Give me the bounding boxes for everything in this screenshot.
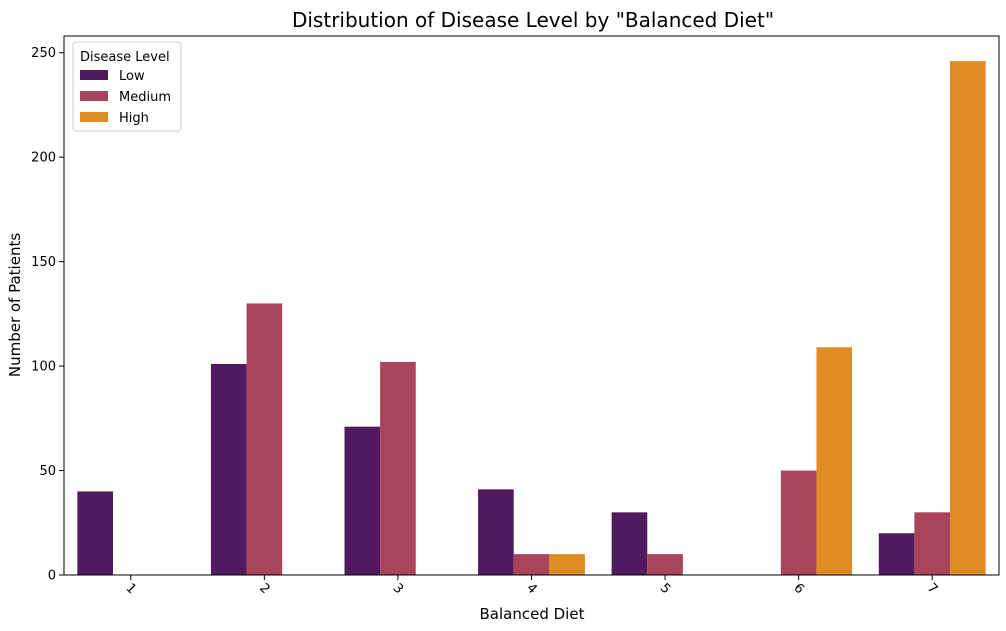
x-tick-label: 6 <box>790 581 806 597</box>
y-tick-label: 150 <box>31 255 56 270</box>
legend-title: Disease Level <box>80 50 170 65</box>
y-axis: 0 50 100 150 200 250 <box>31 46 64 584</box>
bar-low-5 <box>611 512 648 575</box>
legend-label-medium: Medium <box>119 90 171 105</box>
y-tick-label: 250 <box>31 46 56 61</box>
bar-medium-6 <box>780 470 817 575</box>
bar-high-4 <box>549 554 585 575</box>
bar-medium-5 <box>647 554 683 575</box>
x-axis: 1 2 3 4 5 6 7 <box>123 575 940 597</box>
x-tick-label: 4 <box>523 581 539 597</box>
y-axis-title: Number of Patients <box>6 233 24 377</box>
x-tick-label: 3 <box>390 581 406 597</box>
x-tick-label: 2 <box>256 581 272 597</box>
bar-low-4 <box>478 489 514 575</box>
legend-label-low: Low <box>119 69 145 84</box>
y-tick-label: 0 <box>48 569 56 584</box>
bar-high-6 <box>816 347 853 575</box>
bar-medium-7 <box>914 512 951 575</box>
bars-group <box>77 61 986 575</box>
legend-swatch-high <box>80 112 108 122</box>
legend-box <box>72 41 182 132</box>
x-axis-title: Balanced Diet <box>480 605 585 623</box>
plot-frame <box>63 35 1000 576</box>
y-tick-label: 100 <box>31 360 56 375</box>
bar-medium-3 <box>380 361 416 575</box>
chart-title: Distribution of Disease Level by "Balanc… <box>292 8 774 32</box>
bar-low-3 <box>344 426 381 575</box>
x-tick-label: 7 <box>924 581 940 597</box>
legend: Disease Level Low Medium High <box>72 41 182 132</box>
legend-swatch-low <box>80 70 108 80</box>
y-tick-label: 50 <box>39 464 56 479</box>
legend-swatch-medium <box>80 91 108 101</box>
bar-medium-4 <box>513 554 550 575</box>
x-tick-label: 5 <box>657 581 673 597</box>
bar-low-7 <box>878 533 915 575</box>
bar-low-1 <box>77 491 113 575</box>
bar-medium-2 <box>246 303 283 575</box>
bar-low-2 <box>210 364 247 575</box>
y-tick-label: 200 <box>31 151 56 166</box>
legend-items: Low Medium High <box>80 69 171 126</box>
bar-high-7 <box>950 61 986 575</box>
x-tick-label: 1 <box>123 581 139 597</box>
legend-label-high: High <box>119 111 149 126</box>
